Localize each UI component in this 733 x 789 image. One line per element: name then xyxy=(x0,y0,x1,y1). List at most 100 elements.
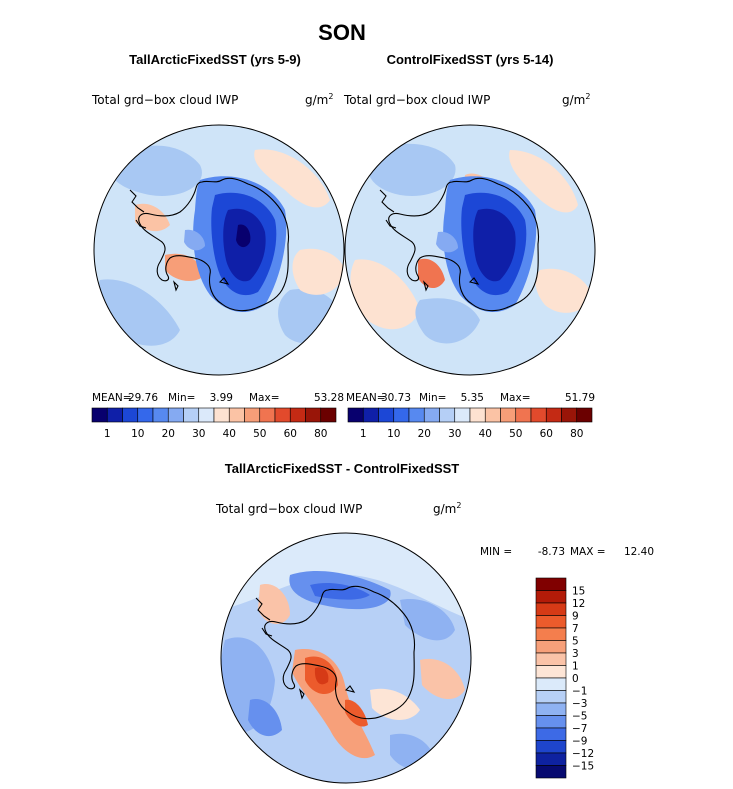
colorbar-diff-tick: 0 xyxy=(572,673,579,685)
colorbar-control-tick: 60 xyxy=(540,428,553,440)
colorbar-tall-swatch xyxy=(183,407,200,423)
colorbar-diff-tick: −7 xyxy=(572,723,587,735)
colorbar-control-swatch xyxy=(561,407,578,423)
colorbar-diff-swatch xyxy=(535,590,567,604)
colorbar-diff-swatch xyxy=(535,652,567,666)
colorbar-diff-swatch xyxy=(535,627,567,641)
colorbar-diff-tick: −15 xyxy=(572,761,594,773)
colorbar-control-swatch xyxy=(408,407,425,423)
colorbar-tall-tick: 1 xyxy=(104,428,111,440)
panel-control-max-label: Max= xyxy=(500,392,531,404)
panel-diff-title: TallArcticFixedSST - ControlFixedSST xyxy=(225,461,460,476)
panel-tall-max: 53.28 xyxy=(314,392,344,404)
colorbar-diff-swatch xyxy=(535,665,567,679)
panel-control-title: ControlFixedSST (yrs 5-14) xyxy=(387,52,554,67)
colorbar-diff-swatch xyxy=(535,690,567,704)
colorbar-control-swatch xyxy=(484,407,501,423)
colorbar-control-tick: 20 xyxy=(418,428,431,440)
colorbar-tall-tick: 60 xyxy=(284,428,297,440)
colorbar-diff-tick: −12 xyxy=(572,748,594,760)
colorbar-diff-swatch xyxy=(535,615,567,629)
colorbar-diff-swatch xyxy=(535,602,567,616)
map-control xyxy=(345,125,595,375)
panel-tall-min-label: Min= xyxy=(168,392,195,404)
colorbar-control-tick: 10 xyxy=(387,428,400,440)
colorbar-control-swatch xyxy=(500,407,517,423)
colorbar-tall-swatch xyxy=(106,407,123,423)
panel-diff-stats: MIN = -8.73 MAX = 12.40 xyxy=(480,546,654,558)
colorbar-diff-swatch xyxy=(535,702,567,716)
panel-tall-variable: Total grd−box cloud IWP xyxy=(91,93,238,107)
colorbar-tall: 1 10 20 30 40 50 60 80 xyxy=(91,407,337,440)
colorbar-diff-tick: −3 xyxy=(572,698,587,710)
colorbar-diff-tick: 1 xyxy=(572,661,579,673)
colorbar-diff-swatch xyxy=(535,727,567,741)
colorbar-diff-swatch xyxy=(535,740,567,754)
colorbar-control-swatch xyxy=(469,407,486,423)
panel-diff-units: g/m2 xyxy=(433,501,461,516)
colorbar-tall-tick: 40 xyxy=(223,428,236,440)
colorbar-diff-swatch xyxy=(535,640,567,654)
panel-control-mean-label: MEAN= xyxy=(346,392,386,404)
panel-control-units: g/m2 xyxy=(562,92,590,107)
map-tall xyxy=(94,125,344,375)
colorbar-control-swatch xyxy=(515,407,532,423)
colorbar-control-swatch xyxy=(576,407,593,423)
colorbar-control-tick: 40 xyxy=(479,428,492,440)
colorbar-diff-swatch xyxy=(535,577,567,591)
colorbar-diff-tick: −9 xyxy=(572,736,587,748)
colorbar-control-swatch xyxy=(454,407,471,423)
panel-tall: TallArcticFixedSST (yrs 5-9) Total grd−b… xyxy=(91,52,345,440)
panel-tall-mean: 29.76 xyxy=(128,392,158,404)
colorbar-control-tick: 50 xyxy=(509,428,522,440)
panel-diff-max: 12.40 xyxy=(624,546,654,558)
panel-tall-mean-label: MEAN= xyxy=(92,392,132,404)
figure-title: SON xyxy=(318,20,366,45)
panel-tall-stats: MEAN= 29.76 Min= 3.99 Max= 53.28 xyxy=(92,392,344,404)
colorbar-control-swatch xyxy=(347,407,364,423)
colorbar-diff-tick: 5 xyxy=(572,636,579,648)
colorbar-tall-tick: 10 xyxy=(131,428,144,440)
panel-tall-min: 3.99 xyxy=(210,392,233,404)
panel-control-max: 51.79 xyxy=(565,392,595,404)
colorbar-diff-swatch xyxy=(535,677,567,691)
colorbar-tall-swatch xyxy=(289,407,306,423)
colorbar-tall-tick: 80 xyxy=(314,428,327,440)
colorbar-control-swatch xyxy=(545,407,562,423)
colorbar-diff-swatch xyxy=(535,715,567,729)
colorbar-tall-tick: 20 xyxy=(162,428,175,440)
colorbar-control-tick: 1 xyxy=(360,428,367,440)
colorbar-control: 1 10 20 30 40 50 60 80 xyxy=(347,407,593,440)
colorbar-diff-tick: −1 xyxy=(572,686,587,698)
colorbar-tall-swatch xyxy=(274,407,291,423)
panel-diff-max-label: MAX = xyxy=(570,546,606,558)
colorbar-tall-swatch xyxy=(137,407,154,423)
panel-control: ControlFixedSST (yrs 5-14) Total grd−box… xyxy=(343,52,596,440)
colorbar-tall-swatch xyxy=(152,407,169,423)
panel-tall-max-label: Max= xyxy=(249,392,280,404)
colorbar-diff-tick: 3 xyxy=(572,648,579,660)
colorbar-control-swatch xyxy=(530,407,547,423)
colorbar-tall-swatch xyxy=(259,407,276,423)
panel-tall-units: g/m2 xyxy=(305,92,333,107)
colorbar-control-swatch xyxy=(423,407,440,423)
panel-control-min: 5.35 xyxy=(461,392,484,404)
panel-control-variable: Total grd−box cloud IWP xyxy=(343,93,490,107)
panel-diff-min: -8.73 xyxy=(538,546,565,558)
colorbar-tall-tick: 50 xyxy=(253,428,266,440)
colorbar-control-swatch xyxy=(378,407,395,423)
panel-control-stats: MEAN= 30.73 Min= 5.35 Max= 51.79 xyxy=(346,392,595,404)
panel-diff: TallArcticFixedSST - ControlFixedSST Tot… xyxy=(215,461,654,784)
colorbar-tall-swatch xyxy=(213,407,230,423)
colorbar-tall-swatch xyxy=(228,407,245,423)
colorbar-control-tick: 30 xyxy=(448,428,461,440)
panel-diff-min-label: MIN = xyxy=(480,546,512,558)
colorbar-diff-tick: 15 xyxy=(572,586,585,598)
colorbar-tall-swatch xyxy=(91,407,108,423)
colorbar-tall-swatch xyxy=(320,407,337,423)
colorbar-diff-tick: 12 xyxy=(572,598,585,610)
colorbar-tall-swatch xyxy=(198,407,215,423)
panel-diff-variable: Total grd−box cloud IWP xyxy=(215,502,362,516)
map-diff xyxy=(221,533,471,783)
